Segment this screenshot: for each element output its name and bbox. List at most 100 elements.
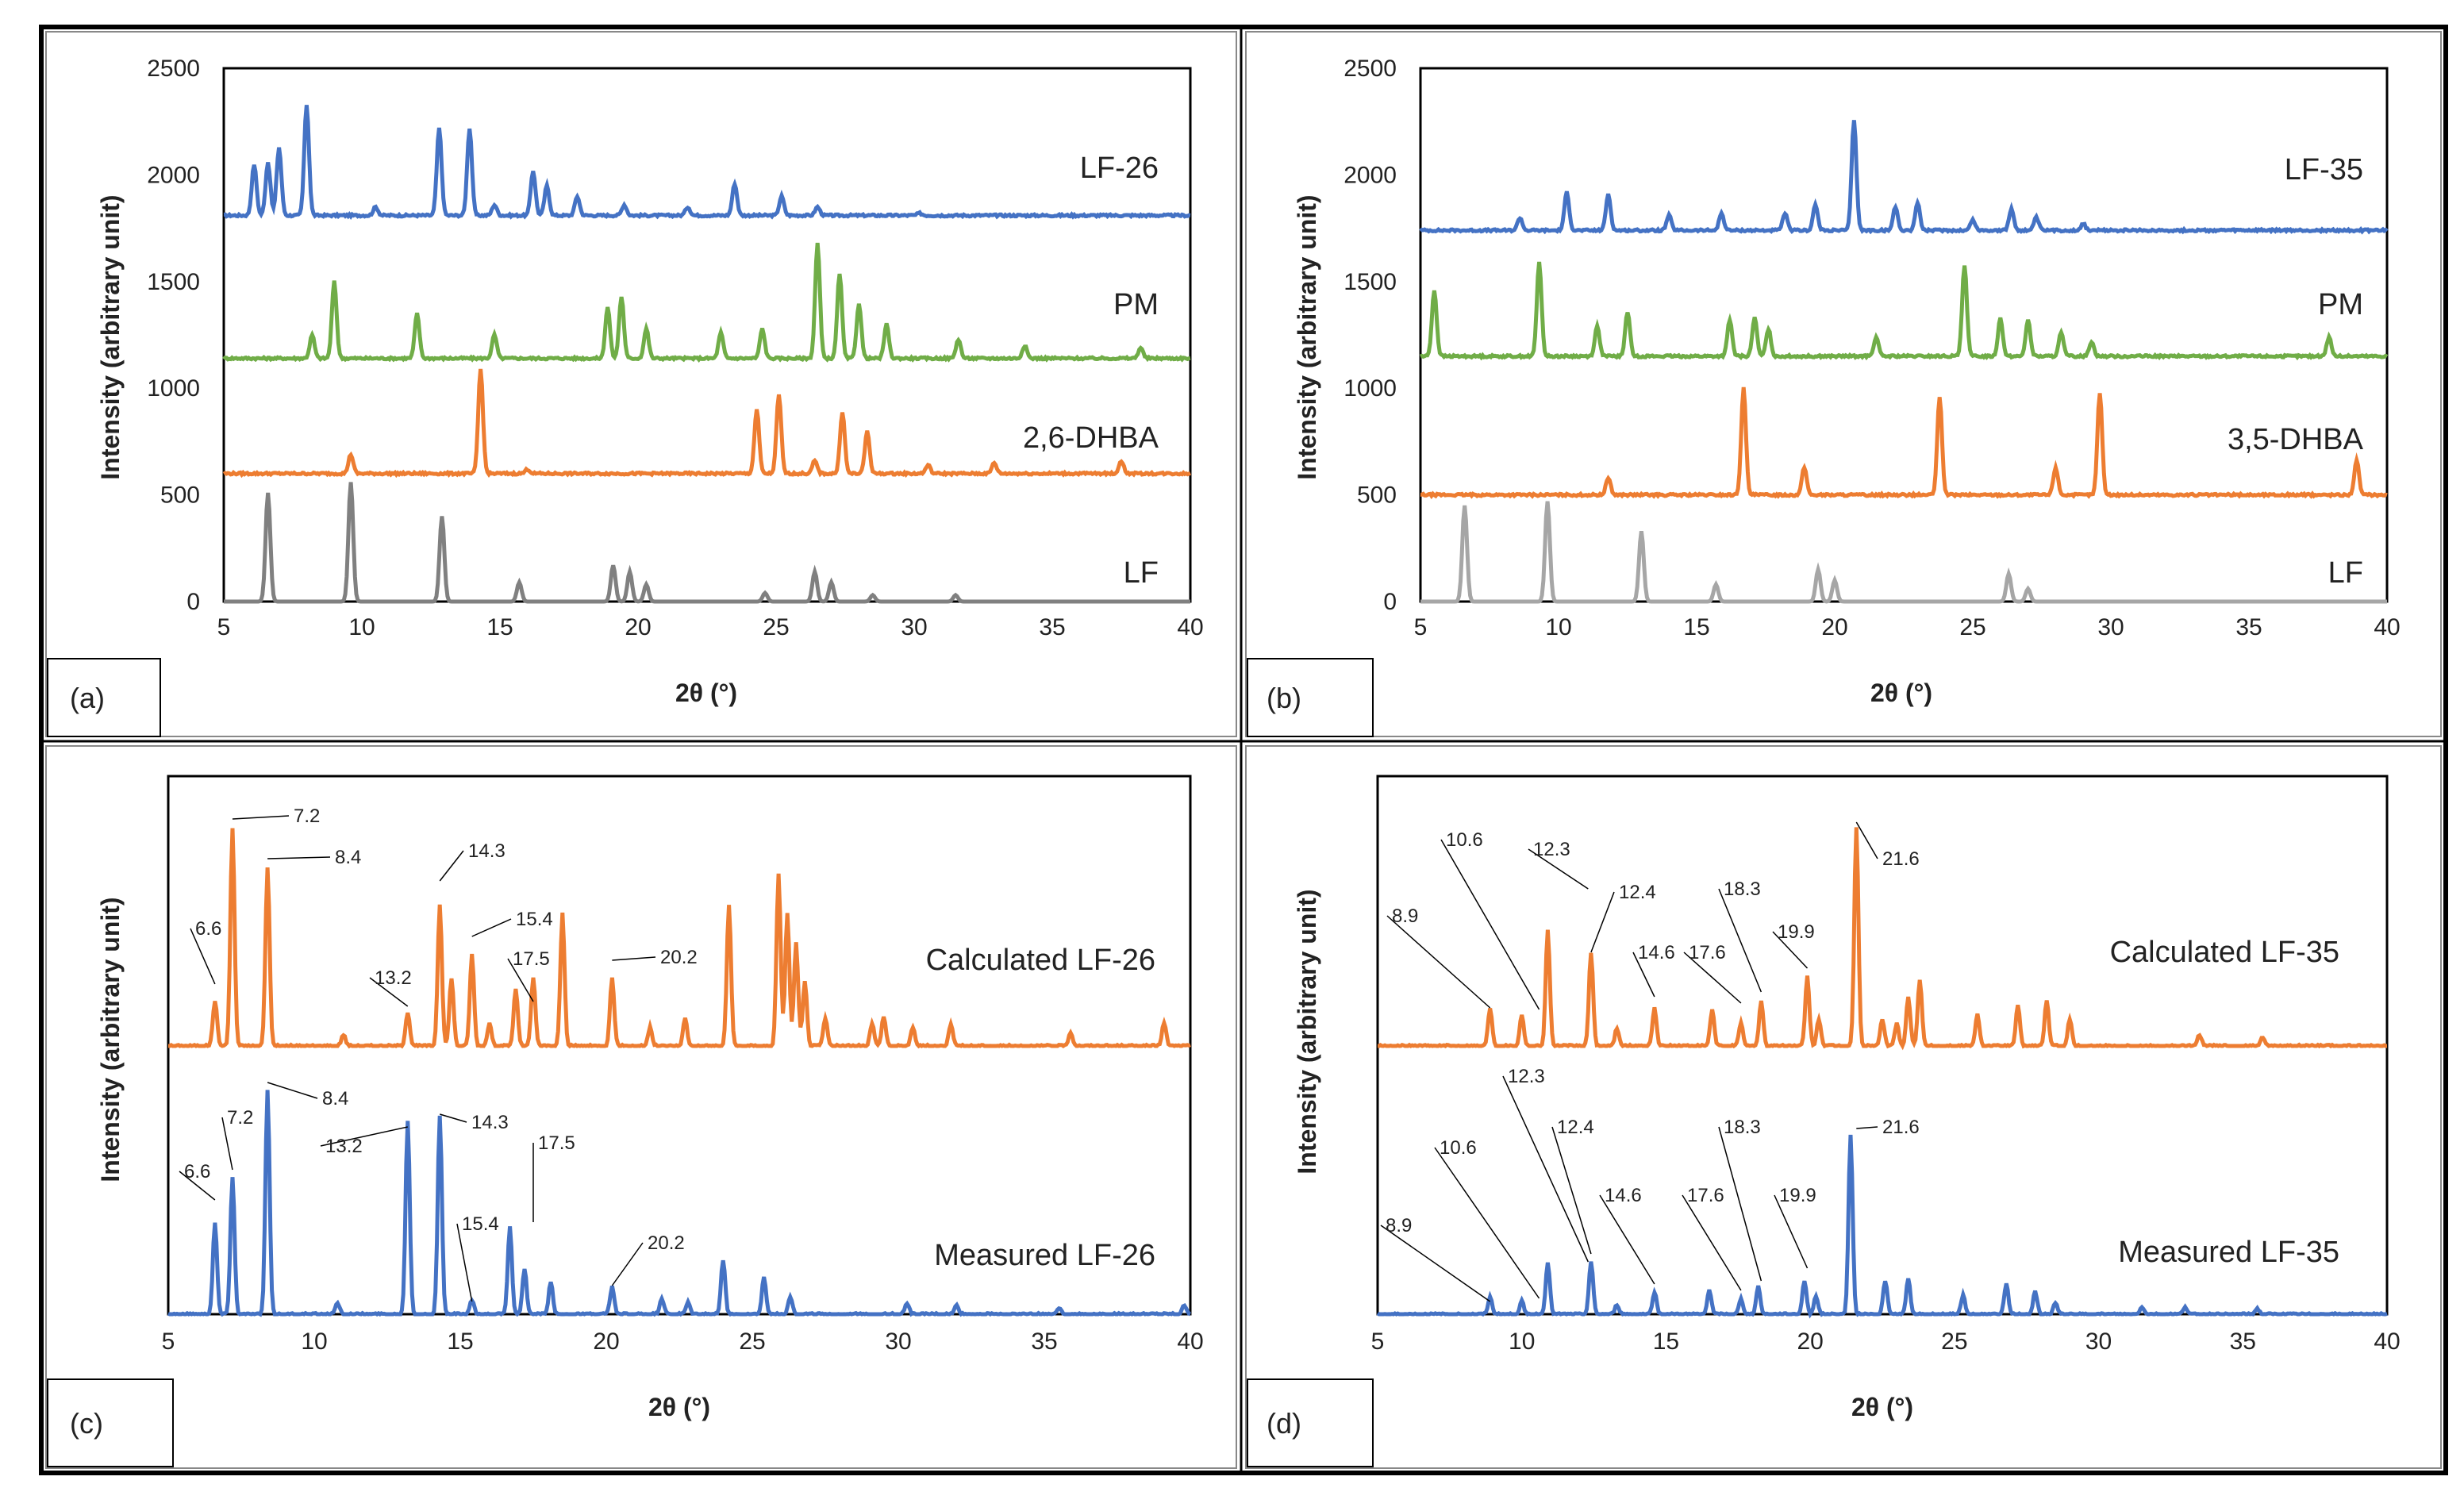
panel-c-x-tick-10: 10 <box>301 1328 327 1355</box>
panel-d-series-label-1: Measured LF-35 <box>2118 1236 2339 1269</box>
panel-b-x-tick-25: 25 <box>1959 614 1985 640</box>
panel-a-x-tick-5: 5 <box>217 614 231 640</box>
panel-b-y-tick-500: 500 <box>1357 483 1397 509</box>
panel-b-series-lf <box>1420 501 2387 604</box>
panel-b-y-tick-2500: 2500 <box>1343 56 1397 82</box>
panel-c-meas-leader-20.2 <box>611 1242 644 1286</box>
panel-d-meas-leader-21.6 <box>1856 1126 1878 1129</box>
panel-c-meas-peak-label-20.2: 20.2 <box>648 1232 685 1254</box>
panel-b-label: (b) <box>1267 682 1301 714</box>
panel-a-y-tick-2000: 2000 <box>147 162 200 188</box>
panel-d-series-calculated-lf-35 <box>1378 827 2387 1051</box>
panel-a-y-ticks: 0 500 1000 1500 2000 2500 <box>147 56 200 615</box>
panel-d-meas-leader-18.3 <box>1718 1126 1762 1282</box>
panel-b-x-axis-label: 2θ (°) <box>1870 679 1932 707</box>
panel-d-meas-peak-label-19.9: 19.9 <box>1779 1185 1816 1206</box>
panel-c-x-tick-20: 20 <box>593 1328 619 1355</box>
panel-a-x-tick-25: 25 <box>763 614 789 640</box>
panel-c-calc-leader-14.3 <box>439 850 464 882</box>
panel-c-x-tick-25: 25 <box>739 1328 765 1355</box>
panel-d-series-label-0: Calculated LF-35 <box>2110 936 2339 969</box>
panel-d-calc-peak-label-21.6: 21.6 <box>1882 848 1920 870</box>
panel-d-calc-peak-label-12.3: 12.3 <box>1533 839 1570 860</box>
panel-d-meas-peak-label-10.6: 10.6 <box>1440 1137 1477 1159</box>
panel-b-y-tick-0: 0 <box>1383 589 1397 615</box>
panel-c-meas-peak-label-17.5: 17.5 <box>538 1132 575 1154</box>
panel-b-x-tick-35: 35 <box>2235 614 2262 640</box>
panel-b-series-label-3: LF <box>2328 556 2363 590</box>
panel-c-meas-leader-6.6 <box>179 1171 216 1201</box>
panel-a-x-tick-10: 10 <box>348 614 375 640</box>
panel-c-x-ticks: 5 10 15 20 25 30 35 40 <box>162 1328 1204 1355</box>
panel-c-calc-peak-label-15.4: 15.4 <box>516 909 553 930</box>
panel-b-series-label-0: LF-35 <box>2285 153 2363 186</box>
panel-c-calc-peak-label-17.5: 17.5 <box>513 948 550 970</box>
panel-c-calc-peak-label-20.2: 20.2 <box>660 947 698 968</box>
panel-c-calc-leader-20.2 <box>612 956 656 961</box>
panel-d-label-box <box>1247 1378 1374 1467</box>
panel-a-series-label-3: LF <box>1124 556 1159 590</box>
panel-c-series-lines <box>167 828 1191 1317</box>
panel-c-calc-leader-13.2 <box>369 977 409 1007</box>
panel-a: 0 500 1000 1500 2000 2500 5 10 15 20 25 30 35 40 LF-… <box>47 56 1204 737</box>
panel-d-calc-leader-17.6 <box>1683 952 1742 1004</box>
panel-c-calc-leader-15.4 <box>471 918 512 937</box>
panel-d-meas-leader-8.9 <box>1380 1225 1491 1302</box>
panel-d-meas-leader-17.6 <box>1682 1194 1742 1291</box>
panel-d-frame <box>1245 745 2442 1469</box>
panel-a-series-label-1: PM <box>1113 288 1159 321</box>
panel-c-series-labels: Calculated LF-26 Measured LF-26 <box>926 944 1155 1272</box>
panel-c-x-tick-35: 35 <box>1031 1328 1057 1355</box>
panel-d-meas-leader-12.3 <box>1502 1075 1589 1263</box>
panel-a-y-tick-2500: 2500 <box>147 56 200 82</box>
panel-c-label: (c) <box>70 1407 103 1440</box>
panel-b-series-3-5-dhba <box>1420 386 2388 500</box>
panel-d-calc-peak-label-10.6: 10.6 <box>1446 829 1483 851</box>
panel-d-x-axis-label: 2θ (°) <box>1851 1393 1913 1421</box>
panel-d-calc-peak-label-8.9: 8.9 <box>1392 905 1418 927</box>
panel-d-calc-leader-19.9 <box>1772 931 1809 969</box>
panel-d-x-tick-40: 40 <box>2374 1328 2400 1355</box>
panel-c-series-measured-lf-26 <box>167 1090 1191 1317</box>
panel-a-frame <box>45 31 1237 737</box>
panel-d-x-tick-15: 15 <box>1653 1328 1679 1355</box>
panel-c-y-axis-label: Intensity (arbitrary unit) <box>96 897 125 1182</box>
panel-a-series-lf <box>224 482 1190 604</box>
panel-b-series-lf-35 <box>1419 120 2389 235</box>
panel-a-series-lf-26 <box>223 105 1191 221</box>
panel-d-y-axis-label: Intensity (arbitrary unit) <box>1293 889 1321 1174</box>
panel-a-x-tick-15: 15 <box>486 614 513 640</box>
panel-d-x-tick-25: 25 <box>1941 1328 1967 1355</box>
panel-c-calc-leader-8.4 <box>267 856 331 859</box>
panel-a-x-ticks: 5 10 15 20 25 30 35 40 <box>217 614 1204 640</box>
panel-a-x-axis-label: 2θ (°) <box>675 679 737 707</box>
figure-outer-border <box>39 25 2448 1475</box>
panel-c-series-label-0: Calculated LF-26 <box>926 944 1155 977</box>
panel-c-meas-leader-15.4 <box>456 1223 473 1302</box>
panel-b-y-ticks: 0 500 1000 1500 2000 2500 <box>1343 56 1397 615</box>
panel-d-calc-peak-label-14.6: 14.6 <box>1638 942 1675 963</box>
panel-d-calc-peak-label-17.6: 17.6 <box>1689 942 1726 963</box>
panel-d-meas-peak-label-12.4: 12.4 <box>1557 1117 1594 1138</box>
panel-c-x-tick-30: 30 <box>885 1328 911 1355</box>
panel-a-y-tick-1000: 1000 <box>147 375 200 402</box>
panel-c-meas-leader-14.3 <box>440 1113 467 1123</box>
panel-d-series-labels: Calculated LF-35 Measured LF-35 <box>2110 936 2339 1269</box>
panel-b: 0 500 1000 1500 2000 2500 5 10 15 20 25 30 35 40 LF-… <box>1247 56 2401 737</box>
panel-c-meas-peak-label-6.6: 6.6 <box>184 1161 210 1182</box>
panel-d-calc-peak-label-12.4: 12.4 <box>1619 882 1656 903</box>
panel-c-calc-leader-7.2 <box>232 815 290 820</box>
panel-c-series-label-1: Measured LF-26 <box>934 1239 1155 1272</box>
panel-d-peak-annotations: 8.9 10.6 12.3 12.4 14.6 17.6 18.3 19.9 21.6 8.9 10… <box>1380 821 1920 1302</box>
panel-b-series-label-2: 3,5-DHBA <box>2228 423 2364 456</box>
panel-c-x-tick-15: 15 <box>447 1328 473 1355</box>
panel-b-series-labels: LF-35 PM 3,5-DHBA LF <box>2228 153 2364 590</box>
panel-c-x-tick-5: 5 <box>162 1328 175 1355</box>
panel-c-calc-peak-label-6.6: 6.6 <box>195 918 221 940</box>
panel-c-series-calculated-lf-26 <box>168 828 1191 1049</box>
panel-b-x-tick-20: 20 <box>1821 614 1847 640</box>
panel-d-x-tick-5: 5 <box>1371 1328 1385 1355</box>
panel-b-x-tick-15: 15 <box>1683 614 1709 640</box>
